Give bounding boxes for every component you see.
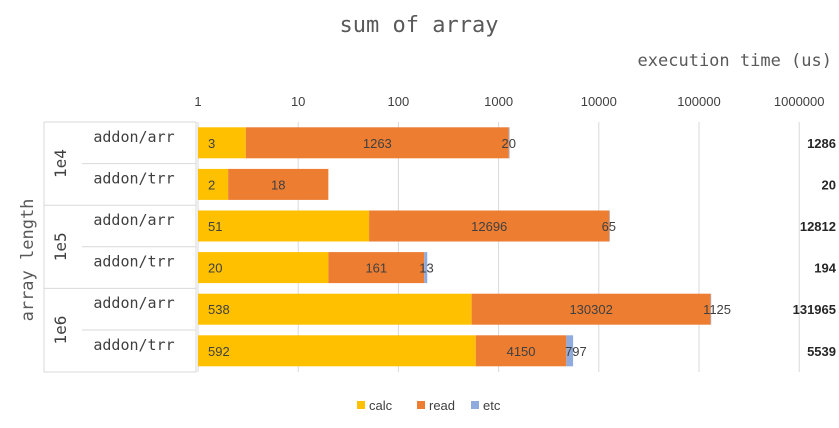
row-label: addon/arr	[93, 294, 174, 312]
legend-label-etc: etc	[483, 398, 501, 413]
bar-etc	[566, 335, 574, 367]
x-tick-label: 10	[291, 94, 305, 109]
data-label-etc: 1125	[703, 302, 731, 317]
x-tick-label: 100000	[677, 94, 720, 109]
total-labels: 1286 20 12812 194 131965 5539	[793, 136, 837, 359]
bar-read	[369, 210, 610, 242]
bar-etc	[609, 210, 610, 242]
data-label-calc: 3	[208, 136, 215, 151]
data-label-read: 1263	[363, 136, 392, 151]
y-axis-title: array length	[18, 199, 38, 322]
legend: calc read etc	[357, 398, 501, 413]
x-tick-label: 1000000	[774, 94, 825, 109]
data-label-etc: 13	[419, 261, 433, 276]
data-label-etc: 797	[565, 344, 587, 359]
data-label-read: 12696	[471, 219, 507, 234]
chart-title: sum of array	[340, 13, 499, 38]
group-label: 1e5	[51, 232, 70, 261]
data-label-read: 18	[271, 177, 285, 192]
x-tick-label: 1	[194, 94, 201, 109]
x-tick-label: 1000	[484, 94, 513, 109]
bar-read	[245, 127, 509, 159]
legend-swatch-etc	[471, 401, 479, 409]
bar-calc	[198, 252, 329, 284]
legend-label-calc: calc	[369, 398, 393, 413]
x-tick-labels: 1 10 100 1000 10000 100000 1000000	[194, 94, 824, 109]
x-tick-label: 100	[388, 94, 410, 109]
bar-etc	[424, 252, 428, 284]
data-label-calc: 51	[208, 219, 222, 234]
bar-etc	[508, 127, 510, 159]
row-label: addon/trr	[93, 169, 174, 187]
data-label-calc: 20	[208, 261, 222, 276]
data-label-etc: 20	[502, 136, 516, 151]
legend-swatch-calc	[357, 401, 365, 409]
bar-calc	[198, 168, 229, 200]
data-label-read: 161	[365, 261, 387, 276]
data-label-etc: 65	[602, 219, 616, 234]
data-label-calc: 2	[208, 177, 215, 192]
row-label: addon/trr	[93, 336, 174, 354]
total-label: 20	[822, 177, 836, 192]
total-label: 12812	[800, 219, 836, 234]
total-label: 5539	[807, 344, 836, 359]
bar-calc	[198, 210, 370, 242]
row-label: addon/trr	[93, 253, 174, 271]
group-label: 1e4	[51, 149, 70, 178]
bar-read	[471, 293, 711, 325]
row-label: addon/arr	[93, 211, 174, 229]
bar-calc	[198, 335, 476, 367]
bar-read	[328, 252, 425, 284]
bar-etc	[710, 293, 712, 325]
total-label: 194	[814, 261, 836, 276]
bar-calc	[198, 127, 246, 159]
bars: 3 1263 20 2 18 51 12696 65 20 161 13 538 130302 1125 5…	[198, 127, 731, 367]
data-label-calc: 538	[208, 302, 230, 317]
data-label-read: 130302	[569, 302, 612, 317]
bar-calc	[198, 293, 472, 325]
x-tick-label: 10000	[581, 94, 617, 109]
legend-swatch-read	[417, 401, 425, 409]
data-label-calc: 592	[208, 344, 230, 359]
total-label: 131965	[793, 302, 836, 317]
x-axis-title: execution time (us)	[638, 51, 832, 71]
gridlines	[197, 122, 800, 372]
bar-read	[228, 168, 329, 200]
bar-read	[475, 335, 567, 367]
group-label: 1e6	[51, 316, 70, 345]
legend-label-read: read	[429, 398, 455, 413]
row-label: addon/arr	[93, 128, 174, 146]
data-label-read: 4150	[507, 344, 536, 359]
category-axis: 1e4 addon/arr addon/trr 1e5 addon/arr addon/t…	[43, 121, 197, 373]
total-label: 1286	[807, 136, 836, 151]
